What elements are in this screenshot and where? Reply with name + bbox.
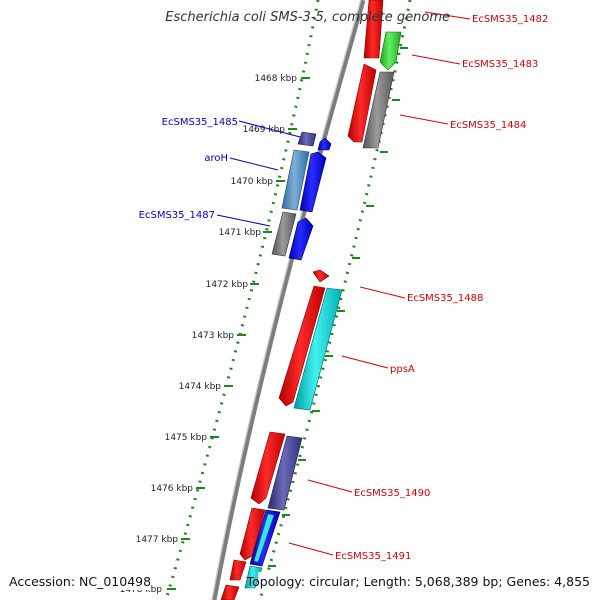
genome-backbone	[211, 0, 366, 600]
tick-label: 1470 kbp	[231, 177, 274, 187]
gene-feature-blue-1[interactable]	[299, 151, 327, 213]
gene-feature-ppsa[interactable]	[293, 287, 343, 411]
gene-label-ecsms35-1482[interactable]: EcSMS35_1482	[472, 14, 548, 25]
gene-labels-right: EcSMS35_1482 EcSMS35_1483 EcSMS35_1484 E…	[335, 14, 548, 562]
gene-feature-red-2[interactable]	[250, 431, 286, 505]
scale-tick-marks	[167, 77, 310, 590]
gene-label-ecsms35-1483[interactable]: EcSMS35_1483	[462, 59, 538, 70]
gene-label-ecsms35-1491[interactable]: EcSMS35_1491	[335, 551, 411, 562]
gene-feature-red-1[interactable]	[347, 63, 377, 143]
gene-feature-ecsms35-1482[interactable]	[363, 0, 384, 59]
genome-backbone-highlight	[211, 0, 362, 600]
gene-feature-ecsms35-1483[interactable]	[379, 31, 402, 71]
gene-feature-red-4[interactable]	[229, 559, 247, 581]
gene-label-ecsms35-1488[interactable]: EcSMS35_1488	[407, 293, 483, 304]
gene-feature-cyan-2[interactable]	[244, 565, 263, 589]
tick-label: 1476 kbp	[151, 484, 194, 494]
accession-text: Accession: NC_010498	[9, 574, 151, 589]
tick-label: 1473 kbp	[192, 331, 235, 341]
gene-label-ecsms35-1490[interactable]: EcSMS35_1490	[354, 488, 430, 499]
gene-label-ecsms35-1485[interactable]: EcSMS35_1485	[162, 117, 238, 128]
gene-feature-red-5[interactable]	[220, 584, 240, 600]
inner-dotted-ring	[164, 0, 320, 600]
gene-feature-blue-small[interactable]	[317, 137, 332, 151]
gene-feature-ecsms35-1485[interactable]	[297, 131, 317, 147]
gene-feature-ecsms35-1484[interactable]	[362, 71, 395, 149]
tick-label: 1475 kbp	[165, 433, 208, 443]
tick-label: 1469 kbp	[243, 125, 286, 135]
footer-right-bg	[258, 572, 596, 590]
tick-label: 1472 kbp	[206, 280, 249, 290]
gene-labels-left: EcSMS35_1485 aroH EcSMS35_1487	[139, 117, 238, 221]
forward-strand-features	[220, 0, 402, 600]
tick-label: 1474 kbp	[179, 382, 222, 392]
tick-label: 1477 kbp	[136, 535, 179, 545]
reverse-strand-features	[271, 131, 332, 261]
gene-label-ecsms35-1487[interactable]: EcSMS35_1487	[139, 210, 215, 221]
gene-label-aroh[interactable]: aroH	[204, 153, 228, 164]
gene-label-ecsms35-1484[interactable]: EcSMS35_1484	[450, 120, 526, 131]
gene-feature-ecsms35-1490[interactable]	[267, 435, 303, 511]
gene-feature-red-3[interactable]	[239, 507, 266, 561]
gene-label-ppsa[interactable]: ppsA	[390, 364, 415, 375]
footer-left-bg	[4, 572, 150, 590]
label-leaders-left	[216, 120, 301, 227]
tick-label: 1468 kbp	[255, 74, 298, 84]
genome-summary-text: Topology: circular; Length: 5,068,389 bp…	[246, 574, 590, 589]
tick-label: 1471 kbp	[219, 228, 262, 238]
gene-feature-ecsms35-1487[interactable]	[271, 211, 297, 257]
gene-feature-ecsms35-1488[interactable]	[278, 285, 326, 407]
gene-feature-blue-2[interactable]	[288, 217, 314, 261]
gene-feature-cyan-small[interactable]	[253, 513, 275, 563]
gene-feature-red-small[interactable]	[312, 269, 330, 283]
label-leaders-right	[288, 11, 471, 556]
gene-feature-aroh[interactable]	[281, 149, 310, 211]
map-title: Escherichia coli SMS-3-5, complete genom…	[165, 10, 450, 25]
outer-tick-marks	[268, 47, 408, 567]
